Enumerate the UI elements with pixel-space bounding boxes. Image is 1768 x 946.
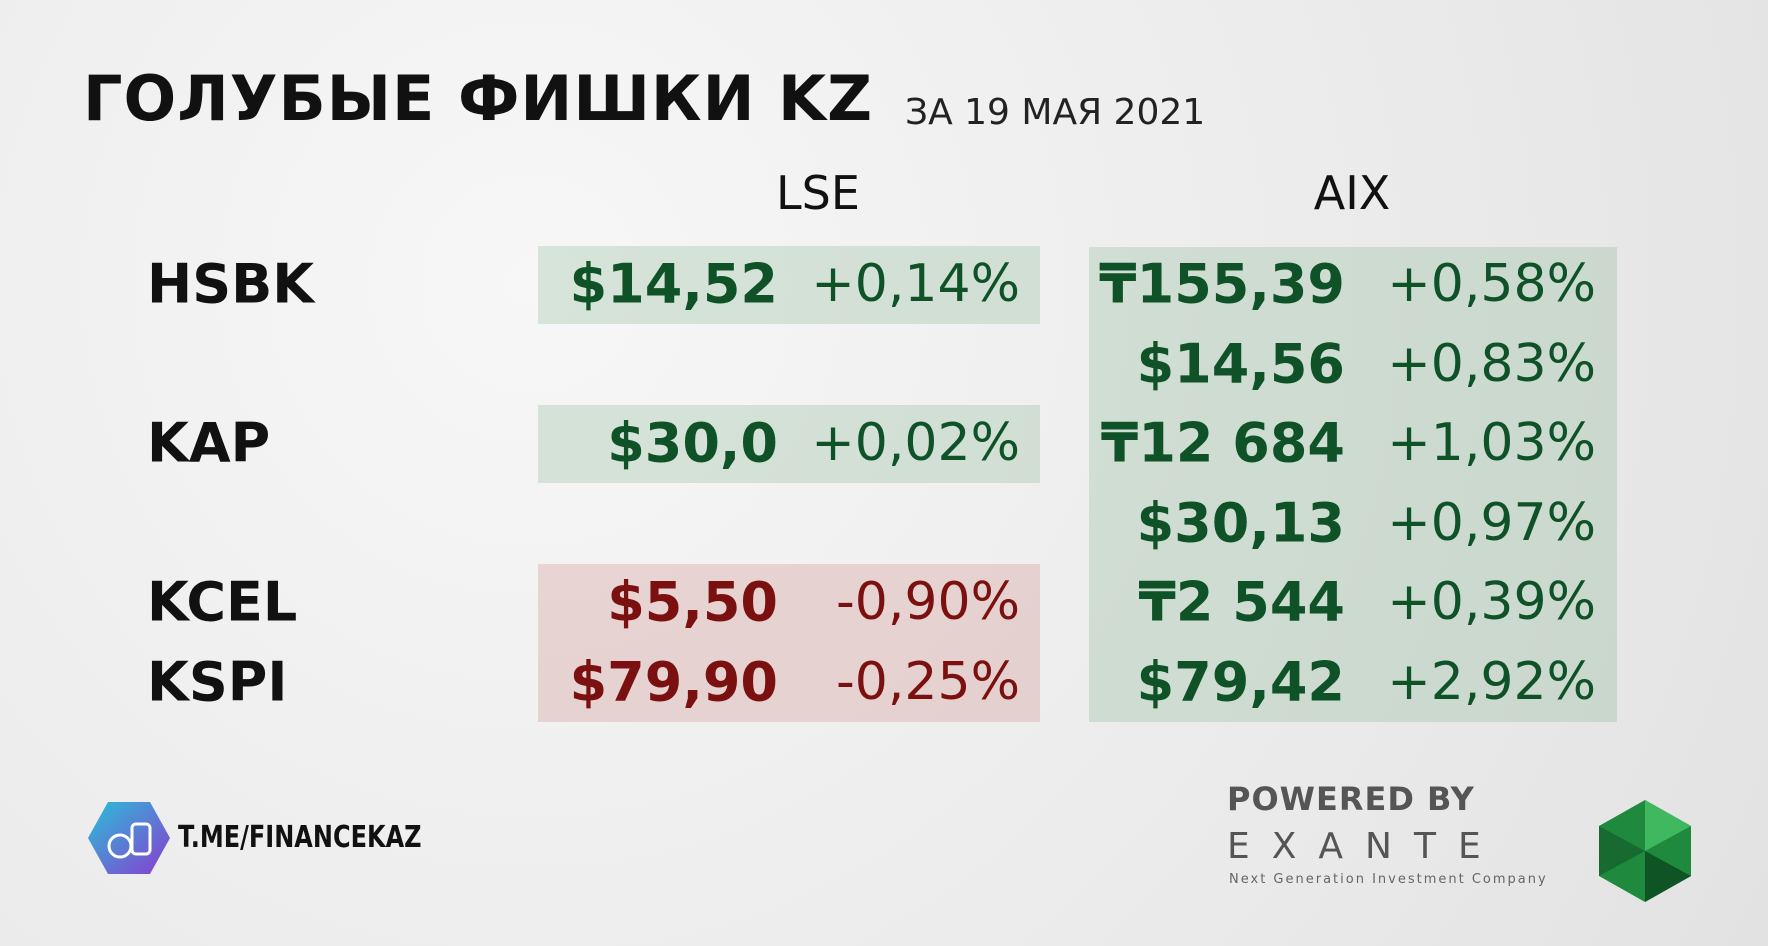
date: ЗА 19 МАЯ 2021 bbox=[905, 92, 1206, 133]
ticker: KAP bbox=[147, 411, 271, 475]
change: +0,97% bbox=[1387, 492, 1596, 553]
tagline: Next Generation Investment Company bbox=[1229, 872, 1548, 887]
change: -0,25% bbox=[836, 652, 1020, 712]
change: +2,92% bbox=[1387, 652, 1596, 712]
ticker: KCEL bbox=[147, 570, 298, 634]
change: +0,02% bbox=[811, 413, 1020, 474]
change: +0,83% bbox=[1387, 333, 1596, 394]
price: $30,0 bbox=[607, 411, 778, 475]
price: ₸2 544 bbox=[1138, 570, 1345, 634]
price: ₸155,39 bbox=[1099, 252, 1345, 316]
channel: T.ME/FINANCEKAZ bbox=[178, 820, 422, 855]
title: ГОЛУБЫЕ ФИШКИ KZ bbox=[83, 62, 874, 135]
ticker: KSPI bbox=[147, 650, 288, 714]
price: $14,52 bbox=[569, 252, 778, 316]
brand-logo bbox=[1599, 800, 1691, 902]
column-header: AIX bbox=[1313, 166, 1391, 220]
change: +0,58% bbox=[1387, 254, 1596, 314]
brand: EXANTE bbox=[1227, 826, 1503, 867]
price: $30,13 bbox=[1136, 491, 1345, 555]
lse-box bbox=[538, 246, 1040, 324]
powered-by: POWERED BY bbox=[1227, 780, 1475, 818]
column-header: LSE bbox=[776, 166, 860, 220]
price: $79,42 bbox=[1136, 650, 1345, 714]
lse-box bbox=[538, 405, 1040, 484]
price: $79,90 bbox=[569, 650, 778, 714]
change: +0,14% bbox=[811, 254, 1020, 314]
channel-logo bbox=[88, 802, 170, 874]
price: ₸12 684 bbox=[1100, 411, 1345, 475]
ticker: HSBK bbox=[147, 252, 315, 316]
lse-box bbox=[538, 564, 1040, 722]
change: +0,39% bbox=[1387, 572, 1596, 633]
change: -0,90% bbox=[836, 572, 1020, 633]
change: +1,03% bbox=[1387, 413, 1596, 474]
price: $5,50 bbox=[607, 570, 778, 634]
price: $14,56 bbox=[1136, 332, 1345, 396]
aix-box bbox=[1089, 247, 1617, 722]
